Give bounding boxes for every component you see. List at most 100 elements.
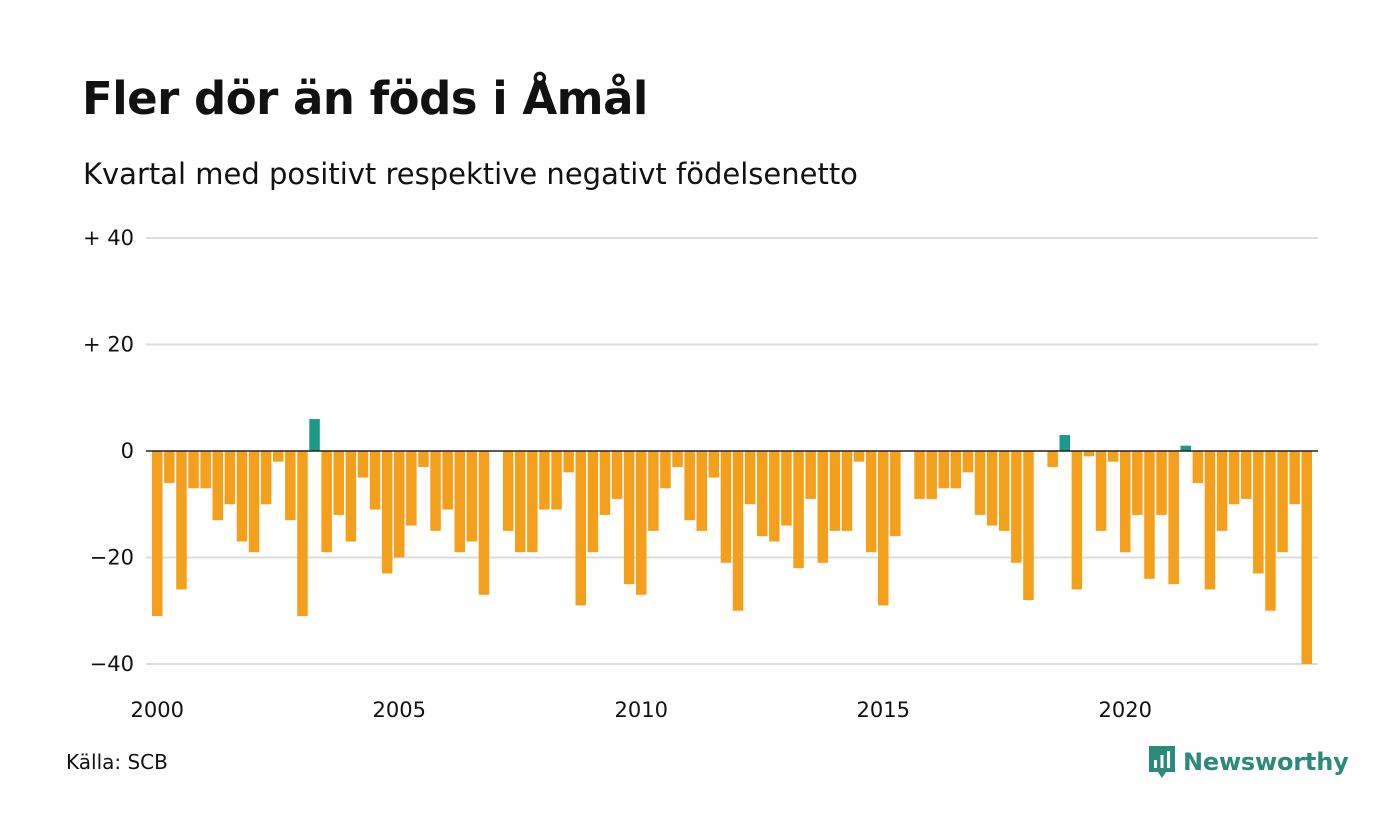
bar (914, 451, 925, 499)
bar (672, 451, 683, 467)
bar (817, 451, 828, 563)
bar (599, 451, 611, 515)
bar (321, 451, 332, 553)
bar (575, 451, 586, 606)
bar (551, 451, 562, 510)
y-tick-label: + 20 (83, 333, 134, 357)
bar (926, 451, 937, 499)
bar (406, 451, 417, 526)
bar (769, 451, 780, 542)
bar (1253, 451, 1264, 574)
bar (1216, 451, 1228, 531)
bar (478, 451, 490, 595)
bar (1289, 451, 1300, 505)
y-axis-ticks: + 40 + 20 0 −20 −40 (83, 226, 134, 676)
bar (1301, 451, 1312, 664)
y-tick-label: 0 (121, 439, 134, 463)
bar (527, 451, 538, 553)
bar (781, 451, 792, 526)
bar (273, 451, 284, 462)
bar (381, 451, 393, 574)
bar (878, 451, 889, 606)
bar (1047, 451, 1058, 467)
bar (1095, 451, 1107, 531)
chart-subtitle: Kvartal med positivt respektive negativt… (83, 157, 858, 191)
bar (224, 451, 236, 505)
bar (285, 451, 296, 521)
bar (962, 451, 974, 473)
bar (1071, 451, 1083, 590)
bar (1156, 451, 1167, 515)
bar (333, 451, 344, 515)
bar (1011, 451, 1022, 563)
newsworthy-logo-icon (1149, 746, 1175, 778)
x-axis-ticks: 2000 2005 2010 2015 2020 (131, 698, 1152, 722)
bar (841, 451, 853, 531)
brand-name: Newsworthy (1183, 748, 1349, 776)
bar (539, 451, 550, 510)
bar (1144, 451, 1155, 579)
bar (357, 451, 369, 478)
y-tick-label: −20 (90, 546, 134, 570)
bar (853, 451, 865, 462)
bar-chart: + 40 + 20 0 −20 −40 2000 2005 2010 2015 2020 (83, 226, 1318, 722)
bar (890, 451, 901, 537)
bar (430, 451, 441, 531)
bar (152, 451, 163, 617)
x-tick-label: 2010 (615, 698, 668, 722)
bar (793, 451, 804, 569)
bar (696, 451, 707, 531)
bar (188, 451, 199, 489)
bar (502, 451, 514, 531)
bar (708, 451, 720, 478)
brand-logo[interactable]: Newsworthy (1147, 744, 1349, 780)
bar (297, 451, 308, 617)
bar (623, 451, 635, 585)
bar (1277, 451, 1288, 553)
bar (684, 451, 695, 521)
bar (1059, 435, 1070, 451)
bar (236, 451, 248, 542)
bar (1180, 445, 1191, 451)
bar (176, 451, 187, 590)
bar (260, 451, 272, 505)
x-tick-label: 2005 (373, 698, 426, 722)
bar (418, 451, 429, 467)
bar (805, 451, 816, 499)
bar (309, 419, 320, 451)
bar (648, 451, 659, 531)
bar (454, 451, 465, 553)
bar (164, 451, 175, 483)
x-tick-label: 2000 (131, 698, 184, 722)
bar (636, 451, 647, 595)
bars (152, 419, 1312, 664)
bar (1023, 451, 1034, 601)
bar (1204, 451, 1216, 590)
bar (563, 451, 574, 473)
bar (369, 451, 381, 510)
bar (986, 451, 998, 526)
x-tick-label: 2020 (1099, 698, 1152, 722)
bar (611, 451, 623, 499)
gridlines (146, 237, 1318, 665)
bar (1107, 451, 1119, 462)
bar (466, 451, 478, 542)
bar (212, 451, 223, 521)
bar (1228, 451, 1240, 505)
y-tick-label: −40 (90, 652, 134, 676)
bar (938, 451, 949, 489)
bar (1192, 451, 1204, 483)
bar (865, 451, 877, 553)
source-note: Källa: SCB (66, 750, 168, 774)
bar (587, 451, 599, 553)
bar (442, 451, 453, 510)
bar (345, 451, 357, 542)
bar (1132, 451, 1143, 515)
bar (1241, 451, 1252, 499)
bar (200, 451, 211, 489)
bar (394, 451, 405, 558)
bar (974, 451, 986, 515)
bar (515, 451, 526, 553)
bar (999, 451, 1010, 531)
bar (732, 451, 744, 611)
